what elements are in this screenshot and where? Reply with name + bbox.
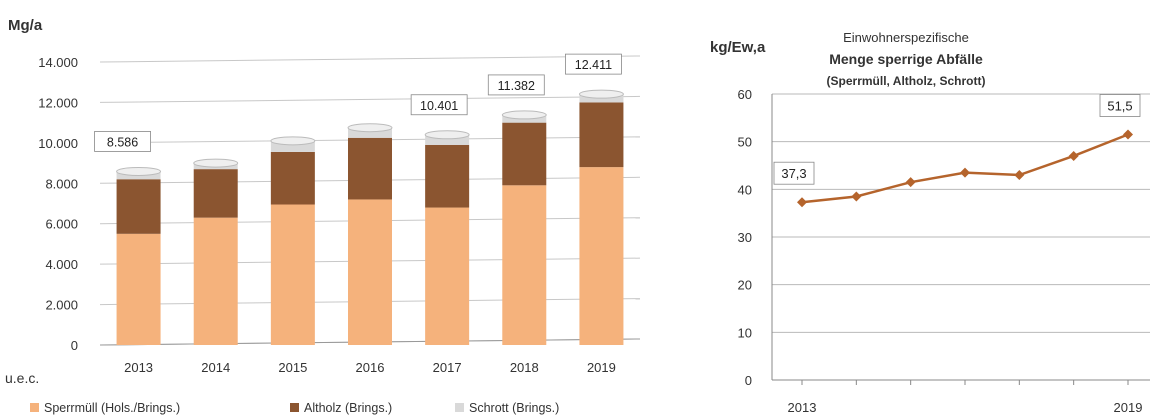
line-chart-y-tick-label: 30 [738, 230, 752, 245]
bar-chart-y-tick-label: 4.000 [45, 257, 78, 272]
bar-chart-gridline [99, 95, 641, 103]
bar-segment-2016-1 [348, 199, 392, 345]
line-chart-point-marker [1014, 170, 1025, 181]
line-chart-y-tick-label: 10 [738, 325, 752, 340]
bar-segment-2019-2 [579, 102, 624, 168]
bar-chart-y-tick-label: 6.000 [45, 217, 78, 232]
bar-top-cap-2015 [270, 136, 316, 146]
legend-label-1: Sperrmüll (Hols./Brings.) [44, 401, 180, 415]
bar-chart-y-tick-label: 10.000 [38, 136, 78, 151]
bar-segment-2016-3 [348, 127, 392, 138]
bar-chart-x-tick-label: 2013 [124, 360, 153, 375]
legend-label-3: Schrott (Brings.) [469, 401, 559, 415]
line-chart-y-tick-label: 60 [738, 87, 752, 102]
legend-swatch-2 [290, 403, 299, 412]
bar-chart-footnote: u.e.c. [5, 370, 39, 386]
bar-chart-x-tick-label: 2017 [433, 360, 462, 375]
bar-segment-2015-1 [270, 204, 315, 345]
bar-chart-legend: Sperrmüll (Hols./Brings.) Altholz (Brings… [30, 401, 559, 415]
bar-segment-2015-3 [270, 140, 315, 152]
line-chart-point-marker [905, 177, 916, 188]
bar-total-label: 11.382 [498, 79, 535, 93]
legend-swatch-3 [455, 403, 464, 412]
bar-chart-x-tick-labels: 2013 2014 2015 2016 2017 2018 2019 [124, 360, 616, 375]
line-chart-x-tick-label: 2013 [788, 400, 817, 415]
bar-top-cap-2019 [578, 89, 624, 99]
bar-top-cap-2013 [116, 166, 162, 176]
line-chart-y-tick-label: 0 [745, 373, 752, 388]
line-chart: Einwohnerspezifische Menge sperrige Abfä… [710, 30, 1150, 415]
line-point-label-box [773, 161, 815, 185]
line-chart-point-marker [797, 197, 807, 208]
bar-chart-y-axis-title: Mg/a [8, 17, 43, 34]
bar-chart-bars [116, 89, 624, 345]
bar-top-cap-2018 [501, 110, 547, 120]
line-chart-title-line-1: Einwohnerspezifische [843, 30, 969, 45]
bar-segment-2014-2 [193, 169, 238, 218]
bar-top-cap-2017 [424, 130, 470, 140]
bar-total-label: 8.586 [107, 135, 138, 149]
bar-segment-2019-1 [579, 167, 624, 345]
bar-segment-2013-2 [116, 179, 161, 234]
line-chart-title-line-2: Menge sperrige Abfälle [829, 51, 983, 67]
bar-segment-2014-1 [193, 217, 238, 345]
bar-chart-y-tick-label: 2.000 [45, 298, 78, 313]
bar-segment-2016-2 [348, 137, 392, 200]
bar-chart-y-tick-label: 12.000 [38, 95, 78, 110]
line-chart-point-marker [851, 191, 862, 202]
bar-chart-gridline [99, 55, 641, 63]
bar-segment-2017-1 [425, 207, 470, 345]
line-chart-point-marker [1068, 150, 1079, 161]
bar-chart-y-tick-labels: 0 2.000 4.000 6.000 8.000 10.000 12.000 14.000 [38, 55, 78, 353]
bar-top-cap-2014 [193, 158, 239, 168]
line-chart-title-line-3: (Sperrmüll, Altholz, Schrott) [827, 74, 986, 88]
line-chart-y-axis-title: kg/Ew,a [710, 39, 766, 56]
bar-total-label-box [94, 131, 151, 152]
bar-segment-2018-2 [502, 122, 547, 186]
line-point-label: 37,3 [781, 166, 806, 181]
bar-chart-y-tick-label: 0 [71, 338, 78, 353]
bar-chart-x-tick-label: 2016 [356, 360, 385, 375]
line-chart-gridlines [771, 93, 1150, 381]
legend-label-2: Altholz (Brings.) [304, 401, 392, 415]
bar-segment-2018-1 [502, 185, 547, 345]
bar-segment-2015-2 [270, 151, 315, 205]
bar-chart-x-tick-label: 2018 [510, 360, 539, 375]
bar-chart-total-labels: 8.586 10.401 11.382 12.411 [94, 53, 622, 152]
bar-total-label-box [410, 94, 468, 116]
bar-total-label-box [487, 74, 545, 96]
line-chart-y-tick-labels: 0 10 20 30 40 50 60 [738, 87, 752, 388]
line-chart-series [797, 129, 1133, 208]
line-chart-x-tick-label: 2019 [1114, 400, 1143, 415]
line-point-label: 51,5 [1107, 99, 1132, 114]
bar-segment-2013-1 [116, 233, 161, 345]
line-point-label-box [1099, 94, 1141, 117]
bar-chart-x-tick-label: 2014 [201, 360, 230, 375]
bar-chart-x-tick-label: 2019 [587, 360, 616, 375]
bar-segment-2017-3 [425, 134, 470, 145]
bar-chart-y-tick-label: 8.000 [45, 176, 78, 191]
line-chart-point-marker [960, 167, 970, 178]
line-chart-y-tick-label: 50 [738, 135, 752, 150]
bar-total-label-box [565, 53, 622, 75]
line-chart-point-marker [1123, 129, 1133, 140]
bar-top-cap-2016 [347, 123, 393, 133]
line-chart-point-labels: 37,3 51,5 [773, 94, 1141, 185]
legend-swatch-1 [30, 403, 39, 412]
bar-segment-2017-2 [425, 144, 470, 208]
bar-chart-x-tick-label: 2015 [278, 360, 307, 375]
line-chart-y-tick-label: 20 [738, 278, 752, 293]
line-chart-x-tick-labels: 2013 2019 [788, 380, 1143, 415]
stacked-bar-chart: Mg/a 0 2.000 4.000 6.000 8.000 10.000 12.000 14… [5, 17, 641, 415]
line-chart-y-tick-label: 40 [738, 182, 752, 197]
bar-total-label: 10.401 [420, 99, 458, 113]
bar-chart-y-tick-label: 14.000 [38, 55, 78, 70]
bar-total-label: 12.411 [575, 58, 612, 72]
